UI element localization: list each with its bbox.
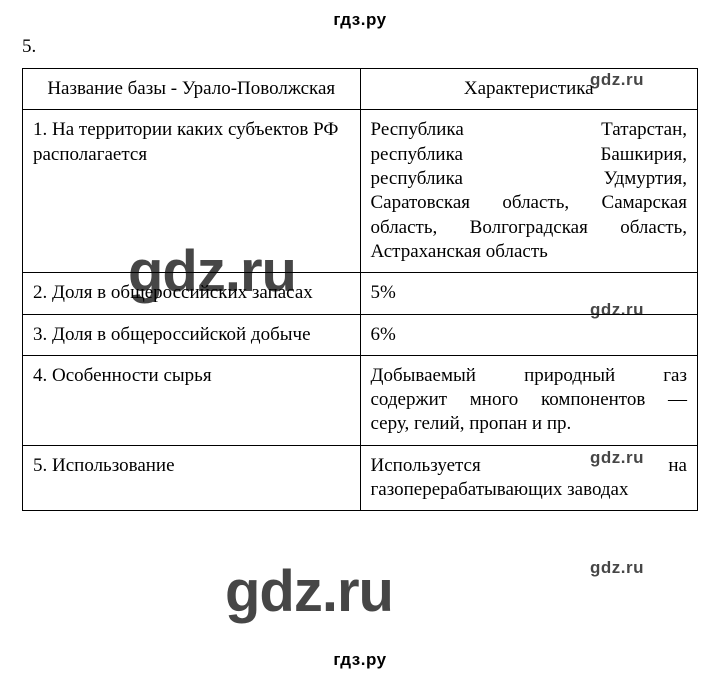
row1-left: 1. На территории каких субъектов РФ расп… bbox=[23, 110, 361, 273]
row3-right: 6% bbox=[360, 314, 698, 355]
row4-left: 4. Особенности сырья bbox=[23, 355, 361, 445]
row4-right-line1: Добываемый природный газ bbox=[371, 364, 688, 388]
row2-right: 5% bbox=[360, 273, 698, 314]
table-header-row: Название базы - Урало-Поволжская Характе… bbox=[23, 69, 698, 110]
row1-right-line1: Республика Татарстан, bbox=[371, 118, 688, 142]
row4-right-line2: содержит много компонентов — bbox=[371, 388, 688, 412]
row3-left: 3. Доля в общероссийской добыче bbox=[23, 314, 361, 355]
table-row: 4. Особенности сырья Добываемый природны… bbox=[23, 355, 698, 445]
page-header: гдз.ру bbox=[0, 0, 720, 30]
page-footer: гдз.ру bbox=[0, 650, 720, 670]
table-row: 1. На территории каких субъектов РФ расп… bbox=[23, 110, 698, 273]
row2-left: 2. Доля в общероссийских запасах bbox=[23, 273, 361, 314]
question-number: 5. bbox=[0, 30, 720, 64]
row1-right-line3: республика Удмуртия, bbox=[371, 167, 688, 191]
table-row: 3. Доля в общероссийской добыче 6% bbox=[23, 314, 698, 355]
row1-right: Республика Татарстан, республика Башкири… bbox=[360, 110, 698, 273]
row1-right-line2: республика Башкирия, bbox=[371, 143, 688, 167]
row5-left: 5. Использование bbox=[23, 445, 361, 511]
characteristics-table: Название базы - Урало-Поволжская Характе… bbox=[22, 68, 698, 511]
row1-right-line4: Саратовская область, Самарская bbox=[371, 191, 688, 215]
header-right: Характеристика bbox=[360, 69, 698, 110]
row4-right-line3: серу, гелий, пропан и пр. bbox=[371, 412, 688, 436]
row4-right: Добываемый природный газ содержит много … bbox=[360, 355, 698, 445]
watermark-big: gdz.ru bbox=[225, 558, 393, 625]
table-row: 2. Доля в общероссийских запасах 5% bbox=[23, 273, 698, 314]
row1-right-line5: область, Волгоградская область, bbox=[371, 216, 688, 240]
row5-right-line2: газоперерабатывающих заводах bbox=[371, 478, 688, 502]
row5-right-line1: Используется на bbox=[371, 454, 688, 478]
row5-right: Используется на газоперерабатывающих зав… bbox=[360, 445, 698, 511]
row1-right-line6: Астраханская область bbox=[371, 240, 688, 264]
table-row: 5. Использование Используется на газопер… bbox=[23, 445, 698, 511]
header-left: Название базы - Урало-Поволжская bbox=[23, 69, 361, 110]
watermark-small: gdz.ru bbox=[590, 558, 644, 578]
